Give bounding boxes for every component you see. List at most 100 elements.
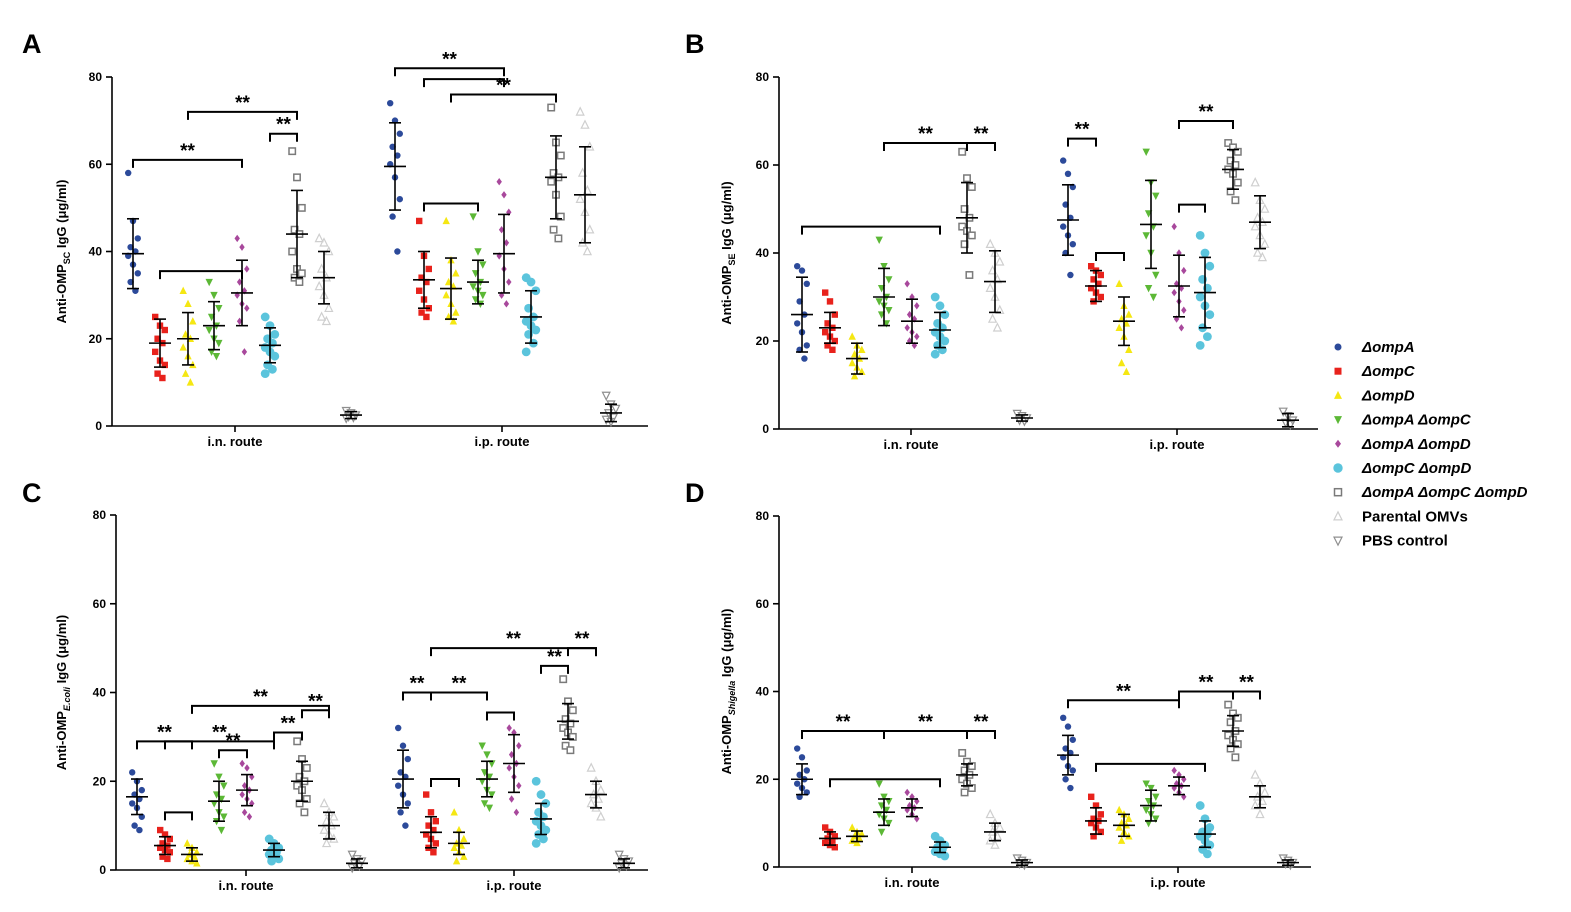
data-point [1233, 178, 1242, 187]
data-point [157, 826, 164, 834]
group-ompD [1113, 805, 1135, 844]
data-point [1226, 718, 1235, 727]
data-point [1226, 744, 1235, 753]
data-point [914, 302, 920, 310]
x-category-label: i.n. route [208, 434, 263, 449]
legend-label: Parental OMVs [1362, 508, 1468, 525]
significance-bracket [164, 811, 193, 821]
group-ompACD [956, 748, 978, 797]
group-ompA [392, 724, 414, 829]
data-point [460, 834, 468, 843]
group-ompCD [530, 776, 552, 848]
data-point [1060, 223, 1067, 230]
data-point [1181, 775, 1187, 783]
legend-label: PBS control [1362, 533, 1448, 550]
data-point [488, 791, 496, 799]
data-point [268, 364, 277, 374]
data-point [246, 813, 253, 821]
group-ompD [440, 216, 462, 325]
group-pbs [346, 850, 368, 874]
data-point [516, 781, 522, 790]
significance-bracket: ** [301, 691, 330, 719]
data-point [958, 222, 967, 231]
group-ompA [1057, 714, 1079, 792]
panel-c-chart: 0 20 40 60 80 i.n. route i.p. route Anti-OMPE.c… [54, 508, 648, 893]
data-point [217, 826, 226, 835]
data-point [513, 808, 520, 817]
significance-bracket [1178, 203, 1206, 213]
data-point [425, 822, 432, 829]
group-ompCD [929, 831, 951, 861]
legend-item-ompAC: ΔompA ΔompC [1334, 412, 1472, 429]
y-tick-label: 60 [756, 158, 770, 172]
data-point [270, 329, 280, 339]
data-point [575, 193, 585, 203]
data-point [1260, 203, 1270, 213]
data-point [850, 372, 859, 380]
data-point [395, 782, 402, 789]
y-axis-label: Anti-OMPShigella IgG (μg/ml) [719, 609, 737, 775]
significance-label: ** [1199, 673, 1214, 694]
data-point [848, 823, 856, 831]
data-point [1117, 358, 1126, 367]
panel-a-chart: 0 20 40 60 80 i.n. route i.p. route Anti-OMPSC … [54, 49, 648, 449]
group-ompD [846, 332, 868, 380]
data-point [136, 826, 143, 834]
data-point [904, 324, 910, 332]
data-point [1195, 292, 1205, 302]
data-point [826, 298, 834, 305]
group-ompC [1085, 793, 1107, 840]
data-point [914, 815, 920, 823]
data-point [1097, 811, 1104, 818]
data-point [960, 766, 969, 775]
data-point [875, 236, 883, 244]
data-point [395, 724, 402, 732]
data-point [967, 762, 976, 771]
legend-marker [1333, 487, 1343, 497]
data-point [152, 313, 159, 321]
data-point [1233, 740, 1242, 749]
data-point [824, 320, 831, 327]
data-point [129, 800, 136, 807]
data-point [321, 837, 332, 848]
data-point [822, 329, 829, 336]
group-pbs [1277, 854, 1299, 871]
legend-label: ΔompC ΔompD [1361, 460, 1471, 477]
data-point [396, 195, 403, 203]
data-point [397, 809, 404, 816]
y-tick-label: 40 [756, 685, 770, 699]
data-point [319, 824, 329, 834]
data-point [184, 299, 192, 308]
data-point [387, 99, 394, 107]
data-point [822, 839, 829, 847]
group-pbs [1011, 409, 1033, 427]
data-point [220, 782, 228, 790]
group-ompCD [1194, 231, 1216, 350]
data-point [1171, 288, 1177, 297]
x-category-label: i.p. route [1151, 875, 1206, 890]
y-tick-label: 80 [89, 70, 103, 84]
legend-item-parental: Parental OMVs [1333, 508, 1468, 525]
legend-label: ΔompA ΔompC [1361, 412, 1472, 429]
y-tick-label: 0 [762, 860, 769, 874]
panel-letter-a: A [22, 29, 42, 59]
data-point [580, 119, 590, 129]
group-pbs [340, 406, 362, 424]
y-tick-label: 0 [99, 863, 106, 877]
significance-label: ** [308, 691, 323, 712]
data-point [1176, 771, 1182, 779]
data-point [293, 781, 302, 790]
data-point [566, 746, 575, 755]
x-category-label: i.n. route [884, 437, 939, 452]
significance-bracket [423, 202, 479, 212]
data-point [1125, 310, 1133, 318]
y-tick-label: 60 [93, 597, 107, 611]
data-point [430, 826, 437, 834]
data-point [875, 811, 883, 819]
data-point [1142, 232, 1150, 240]
group-ompAC [1140, 780, 1162, 828]
data-point [1250, 177, 1260, 187]
significance-bracket: ** [269, 115, 298, 142]
data-point [316, 311, 327, 321]
data-point [389, 143, 396, 150]
